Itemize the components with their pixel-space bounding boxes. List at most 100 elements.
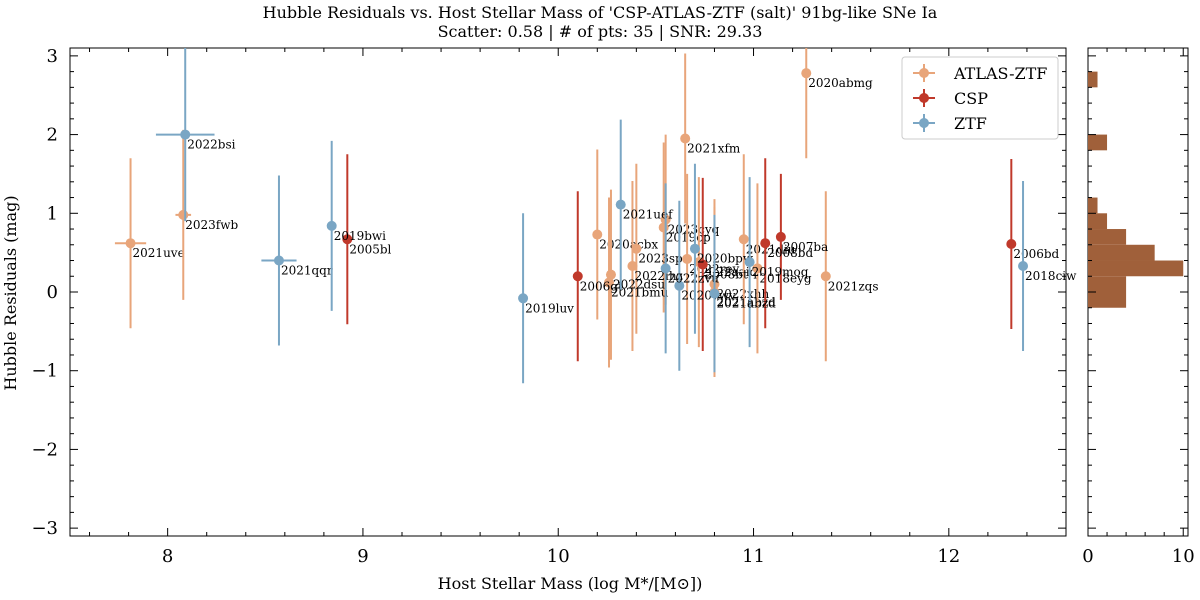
point-marker [775, 231, 786, 242]
data-point: 2021uve [114, 158, 185, 329]
point-label: 2021zqs [828, 279, 879, 293]
data-point: 2006gt [572, 191, 623, 362]
point-label: 2022bsi [187, 138, 235, 152]
point-label: 2020acbx [599, 238, 658, 252]
y-tick-label: −2 [31, 439, 58, 460]
point-marker [682, 253, 693, 264]
legend-label: ZTF [954, 114, 987, 133]
data-point: 2021bmu [604, 197, 669, 368]
data-point: 2019bwi [326, 140, 386, 311]
y-tick-label: −3 [31, 518, 58, 539]
data-point: 2021abzd [709, 214, 776, 373]
point-label: 2006gt [580, 279, 623, 293]
hist-x-tick-label: 0 [1082, 546, 1093, 567]
point-marker [615, 199, 626, 210]
point-marker [518, 293, 529, 304]
point-label: 2021uve [133, 246, 185, 260]
data-point: 2023sps [631, 163, 689, 334]
data-point: 2021zqs [820, 191, 879, 362]
point-label: 2022dsu [613, 278, 665, 292]
legend-label: CSP [954, 89, 988, 108]
y-tick-label: 2 [47, 125, 58, 146]
point-marker [801, 68, 812, 79]
point-label: 2005bl [349, 242, 391, 256]
point-label: 2007ba [783, 240, 828, 254]
hist-x-tick-label: 10 [1172, 546, 1195, 567]
point-marker [631, 243, 642, 254]
legend: ATLAS-ZTF CSP ZTF [901, 56, 1059, 140]
histogram-bar [1088, 229, 1127, 245]
point-label: 2020bpw [697, 252, 754, 266]
point-marker [326, 220, 337, 231]
main-plot: 8 9 10 11 12−3−2−101232021uve2023fwb2020acbx… [31, 46, 1077, 567]
point-label: 2019moq [752, 265, 809, 279]
point-marker [760, 238, 771, 249]
data-point: 2021xfm [680, 53, 741, 224]
data-point: 2005bl [342, 154, 392, 325]
legend-item: ATLAS-ZTF [913, 64, 1047, 83]
residual-histogram: 0 10 [1082, 47, 1195, 567]
data-point: 2021qqr [261, 175, 333, 346]
data-point: 2022ihz [627, 181, 683, 352]
legend-label: ATLAS-ZTF [953, 64, 1047, 83]
point-marker [180, 129, 191, 140]
data-point: 2020acbx [592, 149, 658, 320]
point-label: 2021abzd [716, 297, 776, 311]
point-label: 2008bt [705, 267, 748, 281]
x-tick-label: 11 [742, 546, 765, 567]
data-point: 2019moq [744, 177, 809, 348]
data-point: 2021uef [615, 119, 674, 290]
histogram-bar [1088, 213, 1108, 230]
point-marker [697, 259, 708, 270]
point-marker [820, 271, 831, 282]
data-point: 2020abmg [801, 48, 873, 159]
legend-box [901, 56, 1059, 140]
histogram-bar [1088, 134, 1108, 151]
y-tick-label: 0 [47, 282, 58, 303]
point-marker [1018, 261, 1029, 272]
point-label: 2019luv [525, 301, 574, 315]
y-tick-label: −1 [31, 361, 58, 382]
point-label: 2019bwi [334, 229, 386, 243]
point-label: 2020abmg [808, 76, 873, 90]
data-point: 2022zvu [660, 183, 720, 354]
series-ztf: 2022bsi2021qqr2019bwi2019luv2021uef2020v… [155, 48, 1077, 384]
chart-title: Hubble Residuals vs. Host Stellar Mass o… [263, 3, 938, 22]
point-marker [273, 255, 284, 266]
data-point: 2008bt [697, 177, 748, 352]
point-label: 2023fwb [185, 218, 238, 232]
point-label: 2022zvu [668, 271, 720, 285]
point-marker [744, 257, 755, 268]
legend-marker [919, 118, 929, 128]
point-label: 2019cp [666, 230, 711, 244]
y-axis-label: Hubble Residuals (mag) [1, 195, 20, 390]
point-marker [605, 269, 616, 280]
data-point: 2019luv [518, 213, 574, 384]
data-point: 2022dsu [605, 189, 665, 360]
histogram-bar [1088, 244, 1155, 261]
point-marker [660, 263, 671, 274]
point-marker [572, 271, 583, 282]
point-label: 2021uef [623, 208, 674, 222]
histogram-bar [1088, 71, 1098, 88]
point-marker [1006, 238, 1017, 249]
point-label: 2023cyq [668, 223, 720, 237]
histogram-bar [1088, 260, 1184, 277]
x-axis-label: Host Stellar Mass (log M*/[M⊙]) [438, 574, 703, 593]
chart-subtitle: Scatter: 0.58 | # of pts: 35 | SNR: 29.3… [438, 22, 763, 41]
point-marker [680, 133, 691, 144]
point-label: 2021xfm [687, 142, 741, 156]
x-tick-label: 10 [547, 546, 570, 567]
y-tick-label: 3 [47, 46, 58, 67]
point-label: 2023sps [638, 252, 689, 266]
data-point: 2020bpw [689, 163, 754, 334]
point-label: 2008bd [767, 246, 813, 260]
point-marker [342, 234, 353, 245]
data-point: 2006bd [1006, 158, 1060, 329]
point-marker [674, 280, 685, 291]
point-marker [689, 243, 700, 254]
histogram-bar [1088, 292, 1127, 308]
x-tick-label: 12 [937, 546, 960, 567]
